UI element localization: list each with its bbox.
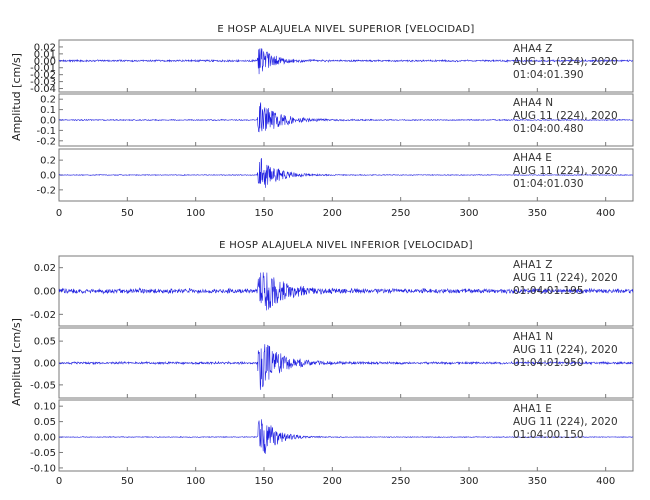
time-label: 01:04:01.030 [513, 178, 584, 190]
x-tick-label: 50 [121, 476, 134, 487]
upper-y-axis-label: Amplitud [cm/s] [10, 53, 23, 141]
channel-label: AHA1 Z [513, 259, 552, 271]
time-label: 01:04:01.195 [513, 285, 584, 297]
x-tick-label: 100 [186, 476, 205, 487]
time-label: 01:04:00.480 [513, 123, 584, 135]
waveform-trace [58, 272, 634, 311]
y-tick-label: -0.10 [30, 463, 56, 474]
y-tick-label: -0.04 [30, 84, 56, 95]
lower-seismogram-group: E HOSP ALAJUELA NIVEL INFERIOR [VELOCIDA… [10, 240, 634, 487]
y-tick-label: 0.05 [34, 337, 56, 348]
x-tick-label: 200 [323, 476, 342, 487]
panel-frame [58, 39, 634, 93]
time-label: 01:04:00.150 [513, 429, 584, 441]
x-tick-label: 400 [596, 208, 615, 219]
channel-label: AHA4 E [513, 152, 552, 164]
channel-label: AHA4 Z [513, 43, 552, 55]
y-tick-label: -0.05 [30, 380, 56, 391]
date-label: AUG 11 (224), 2020 [513, 416, 618, 428]
time-label: 01:04:01.390 [513, 69, 584, 81]
waveform-trace [58, 344, 634, 390]
x-tick-label: 0 [56, 208, 62, 219]
x-tick-label: 50 [121, 208, 134, 219]
channel-label: AHA1 E [513, 403, 552, 415]
y-tick-label: 0.1 [40, 105, 56, 116]
x-tick-label: 400 [596, 476, 615, 487]
y-tick-label: 0.00 [34, 433, 56, 444]
x-tick-label: 250 [391, 476, 410, 487]
y-tick-label: 0.02 [34, 263, 56, 274]
trace-panel: 0.020.010.00-0.01-0.02-0.03-0.04 AHA4 ZAU… [30, 39, 634, 95]
waveform-trace [58, 102, 634, 133]
y-tick-label: -0.2 [36, 136, 56, 147]
y-tick-label: 0.02 [34, 42, 56, 53]
y-tick-label: -0.2 [36, 185, 56, 196]
x-tick-label: 350 [528, 476, 547, 487]
y-tick-label: 0.00 [34, 287, 56, 298]
y-tick-label: 0.0 [40, 116, 56, 127]
waveform-trace [58, 158, 634, 188]
x-tick-label: 100 [186, 208, 205, 219]
x-tick-label: 150 [254, 208, 273, 219]
x-tick-label: 300 [459, 476, 478, 487]
date-label: AUG 11 (224), 2020 [513, 272, 618, 284]
time-label: 01:04:01.950 [513, 357, 584, 369]
y-tick-label: 0.01 [34, 49, 56, 60]
date-label: AUG 11 (224), 2020 [513, 56, 618, 68]
y-tick-label: 0.2 [40, 156, 56, 167]
y-tick-label: -0.03 [30, 77, 56, 88]
date-label: AUG 11 (224), 2020 [513, 344, 618, 356]
y-tick-label: 0.10 [34, 402, 56, 413]
panel-frame [58, 399, 634, 472]
y-tick-label: -0.02 [30, 310, 56, 321]
waveform-trace [58, 419, 634, 454]
x-tick-label: 350 [528, 208, 547, 219]
x-tick-label: 300 [459, 208, 478, 219]
upper-chart-title: E HOSP ALAJUELA NIVEL SUPERIOR [VELOCIDA… [217, 24, 474, 35]
y-tick-label: -0.02 [30, 70, 56, 81]
upper-seismogram-group: E HOSP ALAJUELA NIVEL SUPERIOR [VELOCIDA… [10, 24, 634, 219]
y-tick-label: -0.1 [36, 126, 56, 137]
date-label: AUG 11 (224), 2020 [513, 110, 618, 122]
lower-chart-title: E HOSP ALAJUELA NIVEL INFERIOR [VELOCIDA… [219, 240, 473, 251]
y-tick-label: 0.00 [34, 56, 56, 67]
y-tick-label: 0.0 [40, 171, 56, 182]
date-label: AUG 11 (224), 2020 [513, 165, 618, 177]
y-tick-label: 0.00 [34, 359, 56, 370]
x-tick-label: 0 [56, 476, 62, 487]
waveform-trace [58, 48, 634, 75]
x-tick-label: 200 [323, 208, 342, 219]
y-tick-label: 0.05 [34, 417, 56, 428]
x-tick-label: 250 [391, 208, 410, 219]
x-tick-label: 150 [254, 476, 273, 487]
channel-label: AHA1 N [513, 331, 553, 343]
y-tick-label: -0.05 [30, 448, 56, 459]
channel-label: AHA4 N [513, 97, 553, 109]
y-tick-label: 0.2 [40, 95, 56, 106]
lower-y-axis-label: Amplitud [cm/s] [10, 318, 23, 406]
y-tick-label: -0.01 [30, 63, 56, 74]
